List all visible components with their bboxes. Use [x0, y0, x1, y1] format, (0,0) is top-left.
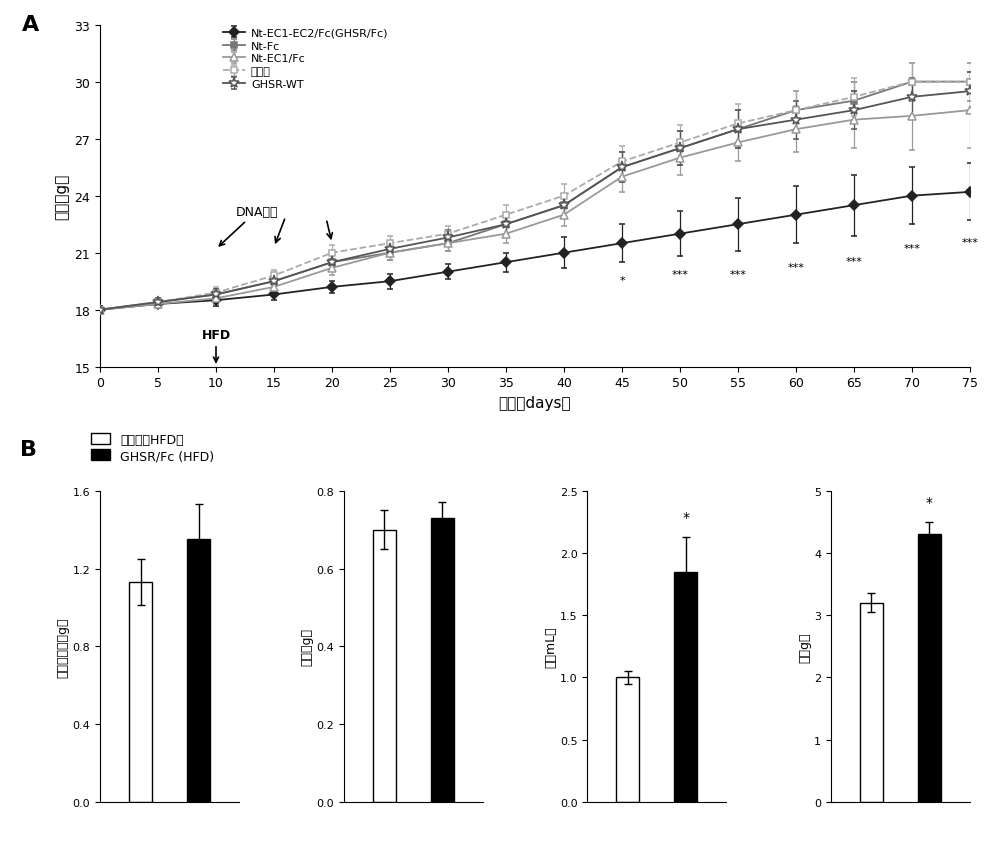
Legend: 对照组（HFD）, GHSR/Fc (HFD): 对照组（HFD）, GHSR/Fc (HFD) — [86, 428, 219, 467]
Text: ***: *** — [730, 270, 746, 280]
Legend: Nt-EC1-EC2/Fc(GHSR/Fc), Nt-Fc, Nt-EC1/Fc, 赋形剂, GHSR-WT: Nt-EC1-EC2/Fc(GHSR/Fc), Nt-Fc, Nt-EC1/Fc… — [219, 24, 393, 94]
Bar — [431, 519, 454, 802]
Text: ***: *** — [788, 263, 804, 272]
Text: *: * — [926, 496, 933, 510]
Y-axis label: 簪便（g）: 簪便（g） — [300, 628, 313, 665]
Text: ***: *** — [846, 257, 862, 267]
Y-axis label: 食物摄入量（g）: 食物摄入量（g） — [57, 617, 70, 676]
Bar — [918, 535, 941, 802]
Bar — [860, 603, 883, 802]
Y-axis label: 水（g）: 水（g） — [798, 631, 811, 662]
Text: ***: *** — [672, 270, 688, 280]
Text: DNA注射: DNA注射 — [219, 206, 278, 247]
Text: ***: *** — [962, 238, 978, 247]
Bar — [129, 583, 152, 802]
Text: *: * — [619, 276, 625, 286]
X-axis label: 时间（days）: 时间（days） — [499, 396, 571, 410]
Text: ***: *** — [904, 243, 920, 253]
Bar — [187, 540, 210, 802]
Bar — [373, 530, 396, 802]
Text: B: B — [20, 439, 37, 459]
Text: HFD: HFD — [201, 328, 231, 363]
Y-axis label: 体重（g）: 体重（g） — [54, 173, 69, 219]
Bar — [616, 677, 639, 802]
Text: A: A — [22, 15, 39, 35]
Bar — [674, 572, 697, 802]
Text: *: * — [682, 511, 689, 525]
Y-axis label: 尿（mL）: 尿（mL） — [544, 626, 557, 667]
